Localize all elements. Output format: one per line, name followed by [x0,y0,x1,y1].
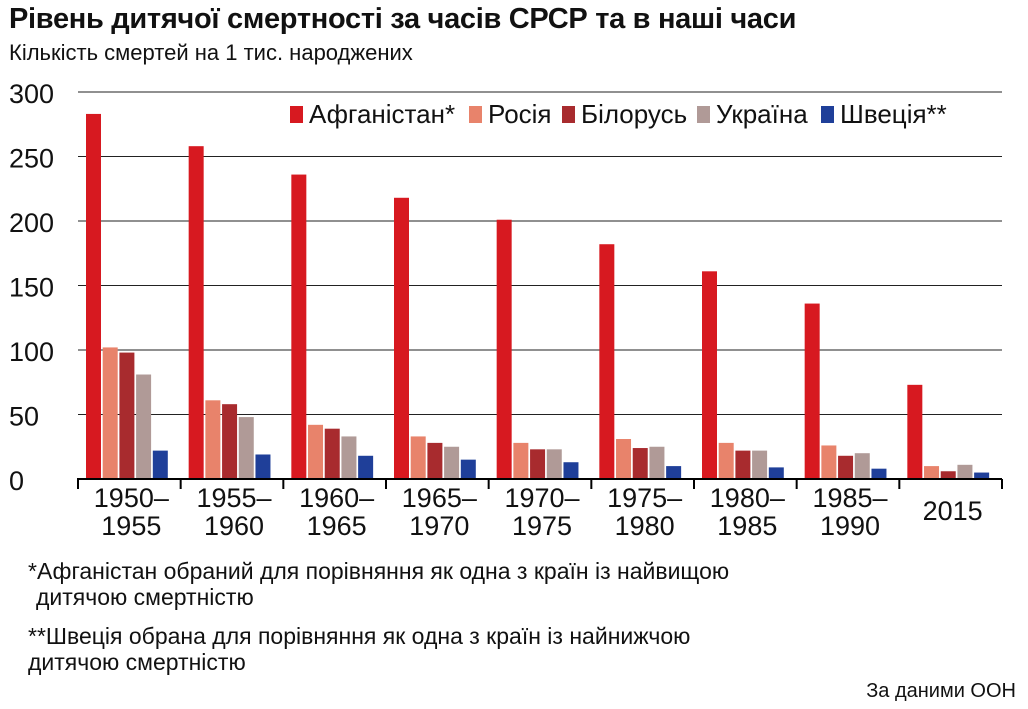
y-tick-label-0: 0 [9,466,24,496]
bar-3-5 [530,449,546,479]
bar-3-9 [940,471,956,479]
bar-1-6 [599,244,615,479]
x-tick-label-7-1: 1980– [710,483,785,513]
bar-2-5 [513,442,529,479]
y-tick-label-300: 300 [9,79,54,109]
bar-5-4 [460,459,476,479]
bar-1-8 [804,303,820,479]
bar-5-7 [768,467,784,479]
legend-label-2: Росія [488,99,552,129]
bar-4-6 [649,446,665,479]
x-tick-label-6-1: 1975– [607,483,682,513]
x-tick-label-1-2: 1955 [101,511,161,541]
bar-2-4 [410,436,426,479]
bar-1-5 [496,219,512,479]
bar-2-3 [308,424,324,479]
bar-4-8 [854,453,870,479]
bar-5-8 [871,468,887,479]
legend-label-3: Білорусь [581,99,687,129]
bar-2-1 [102,347,118,479]
bar-1-3 [291,174,307,479]
bar-3-7 [735,450,751,479]
bar-4-5 [546,449,562,479]
x-tick-label-6-2: 1980 [615,511,675,541]
bar-2-8 [821,445,837,479]
note-afghanistan-line1: *Афганістан обраний для порівняння як од… [28,558,730,584]
bar-5-2 [255,454,271,479]
chart-subtitle: Кількість смертей на 1 тис. народжених [9,40,413,65]
chart-title: Рівень дитячої смертності за часів СРСР … [9,3,797,35]
bar-3-1 [119,352,135,479]
bar-3-2 [222,404,238,479]
bar-2-6 [616,439,632,479]
x-tick-label-1-1: 1950– [94,483,169,513]
bar-4-1 [136,374,152,479]
x-tick-label-4-1: 1965– [402,483,477,513]
x-tick-label-8-1: 1985– [812,483,887,513]
bar-1-2 [188,146,204,479]
x-tick-label-3-1: 1960– [299,483,374,513]
x-tick-label-2-2: 1960 [204,511,264,541]
x-tick-label-8-2: 1990 [820,511,880,541]
legend-swatch-5 [821,106,834,123]
bar-4-7 [752,450,768,479]
x-tick-label-7-2: 1985 [717,511,777,541]
bar-4-3 [341,436,357,479]
bar-2-2 [205,400,221,479]
bar-4-9 [957,464,973,479]
legend-label-5: Швеція** [840,99,947,129]
y-tick-label-200: 200 [9,208,54,238]
x-tick-label-9: 2015 [923,496,983,526]
x-tick-label-5-1: 1970– [504,483,579,513]
bar-3-6 [632,448,648,479]
bar-chart: 0 50 100 150 200 250 300 1950–1955 1955–1960 1960… [9,79,1003,541]
x-tick-label-2-1: 1955– [196,483,271,513]
legend-swatch-4 [697,106,710,123]
bar-1-7 [702,271,717,479]
bar-5-1 [152,450,168,479]
x-tick-label-4-2: 1970 [409,511,469,541]
x-tick-label-3-2: 1965 [307,511,367,541]
bar-3-4 [427,442,443,479]
bar-2-7 [718,442,734,479]
note-sweden-line2: дитячою смертністю [28,649,246,675]
y-tick-label-150: 150 [9,273,54,303]
bar-1-1 [86,113,101,480]
bar-5-9 [974,472,990,479]
legend-swatch-1 [290,106,303,123]
bar-5-5 [563,462,579,479]
note-sweden-line1: **Швеція обрана для порівняння як одна з… [28,623,691,649]
legend-swatch-2 [469,106,482,123]
bar-5-6 [666,466,682,479]
note-afghanistan-line2: дитячою смертністю [36,584,254,610]
legend-label-1: Афганістан* [309,99,455,129]
bar-4-2 [238,417,254,479]
y-tick-label-100: 100 [9,337,54,367]
x-tick-label-5-2: 1975 [512,511,572,541]
legend-label-4: Україна [716,99,808,129]
bar-1-9 [907,384,923,479]
bar-4-4 [444,446,460,479]
y-tick-label-250: 250 [9,144,54,174]
source-credit: За даними ООН [866,680,1016,702]
bar-2-9 [924,466,940,479]
bar-1-4 [394,197,409,479]
y-tick-label-50: 50 [9,402,39,432]
bar-3-3 [324,428,340,479]
bar-5-3 [358,455,374,479]
bar-3-8 [838,455,854,479]
legend-swatch-3 [562,106,575,123]
